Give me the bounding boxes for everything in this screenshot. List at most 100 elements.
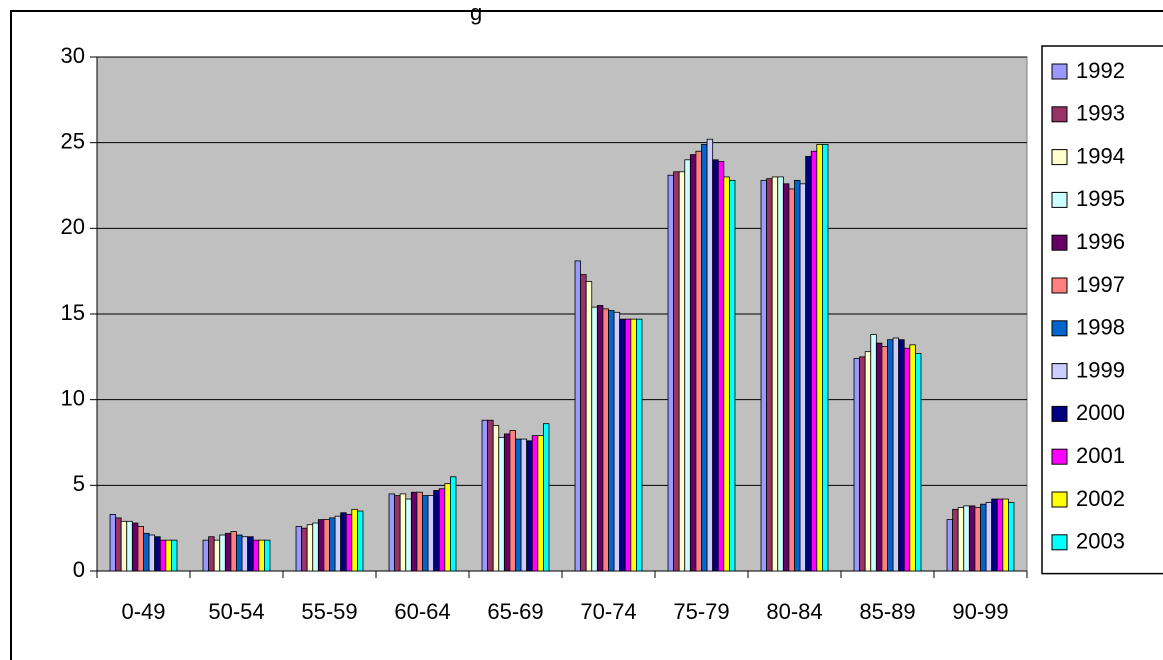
bar (399, 493, 407, 572)
bar (492, 424, 500, 572)
bar (909, 344, 916, 572)
bar (224, 532, 232, 572)
legend-label: 1994 (1076, 143, 1125, 168)
bar (531, 435, 539, 572)
bar (438, 488, 446, 572)
bar (619, 318, 626, 572)
bar (684, 159, 691, 572)
x-tick-label: 0-49 (121, 599, 165, 624)
bar (230, 531, 237, 572)
bar (120, 520, 128, 572)
legend-label: 1993 (1076, 101, 1125, 126)
bar (1008, 502, 1015, 572)
bar (543, 423, 550, 572)
bar (706, 138, 714, 572)
bar (898, 339, 905, 572)
bar (689, 154, 697, 572)
y-tick-label: 0 (73, 557, 85, 582)
bar (717, 161, 725, 572)
bar (252, 539, 260, 572)
bar (449, 476, 457, 572)
bar (444, 483, 451, 572)
x-tick-label: 85-89 (859, 599, 915, 624)
bar (481, 419, 488, 572)
legend-label: 1998 (1076, 315, 1125, 340)
bar (537, 435, 544, 572)
bar (985, 502, 993, 572)
bar (416, 491, 423, 572)
bar (996, 498, 1004, 572)
bar (805, 155, 812, 572)
bar (323, 519, 330, 572)
y-tick-label: 30 (61, 43, 85, 68)
x-tick-label: 60-64 (394, 599, 450, 624)
bar (766, 178, 773, 572)
bar (980, 503, 987, 572)
y-tick-label: 20 (61, 214, 85, 239)
bar (131, 522, 139, 572)
bar (334, 515, 342, 572)
legend-swatch (1051, 277, 1068, 294)
legend: 1992 1993 1994 1995 1996 1997 1998 1999 2000 2001… (1041, 45, 1163, 575)
bar (345, 514, 353, 572)
bar (881, 346, 888, 572)
chart-title-fragment: g (470, 0, 482, 25)
bar (816, 143, 823, 572)
legend-swatch (1051, 448, 1068, 465)
bar (585, 281, 593, 572)
y-tick-label: 15 (61, 300, 85, 325)
bar (760, 179, 768, 572)
bar (526, 440, 533, 572)
bar (351, 508, 358, 572)
bar (822, 143, 829, 572)
bar (109, 514, 116, 572)
bar (520, 438, 528, 572)
bar (236, 534, 243, 572)
bar (673, 171, 680, 572)
bar (154, 536, 161, 572)
bar (788, 188, 795, 572)
x-tick-label: 50-54 (208, 599, 264, 624)
bar (258, 539, 265, 572)
bar (630, 318, 637, 572)
bar (306, 524, 314, 572)
bar (991, 498, 998, 572)
bar (963, 505, 970, 572)
bar (1002, 498, 1009, 572)
bar (636, 318, 643, 572)
legend-swatch (1051, 363, 1068, 380)
bar (410, 491, 418, 572)
bar (957, 507, 965, 572)
bar (695, 150, 702, 572)
bar (794, 179, 801, 572)
bar (422, 495, 429, 572)
bar (712, 159, 719, 572)
y-tick-label: 10 (61, 385, 85, 410)
legend-label: 1997 (1076, 272, 1125, 297)
legend-label: 1996 (1076, 229, 1125, 254)
bar (952, 508, 959, 572)
bar (340, 512, 347, 572)
bar (143, 532, 150, 572)
bar (241, 536, 249, 572)
bar (771, 176, 779, 572)
bar (574, 260, 582, 572)
bar (115, 517, 122, 572)
bar (968, 505, 976, 572)
bar (394, 495, 401, 572)
bar (498, 436, 505, 572)
x-tick-label: 65-69 (487, 599, 543, 624)
legend-label: 1992 (1076, 58, 1125, 83)
bar (208, 536, 215, 572)
x-tick-label: 70-74 (580, 599, 636, 624)
legend-swatch (1051, 234, 1068, 251)
bar (170, 539, 178, 572)
bar (515, 438, 522, 572)
legend-box (1041, 45, 1163, 575)
bar (608, 310, 615, 572)
bar (892, 337, 900, 572)
x-tick-label: 90-99 (952, 599, 1008, 624)
bar (301, 527, 308, 572)
y-tick-label: 25 (61, 128, 85, 153)
